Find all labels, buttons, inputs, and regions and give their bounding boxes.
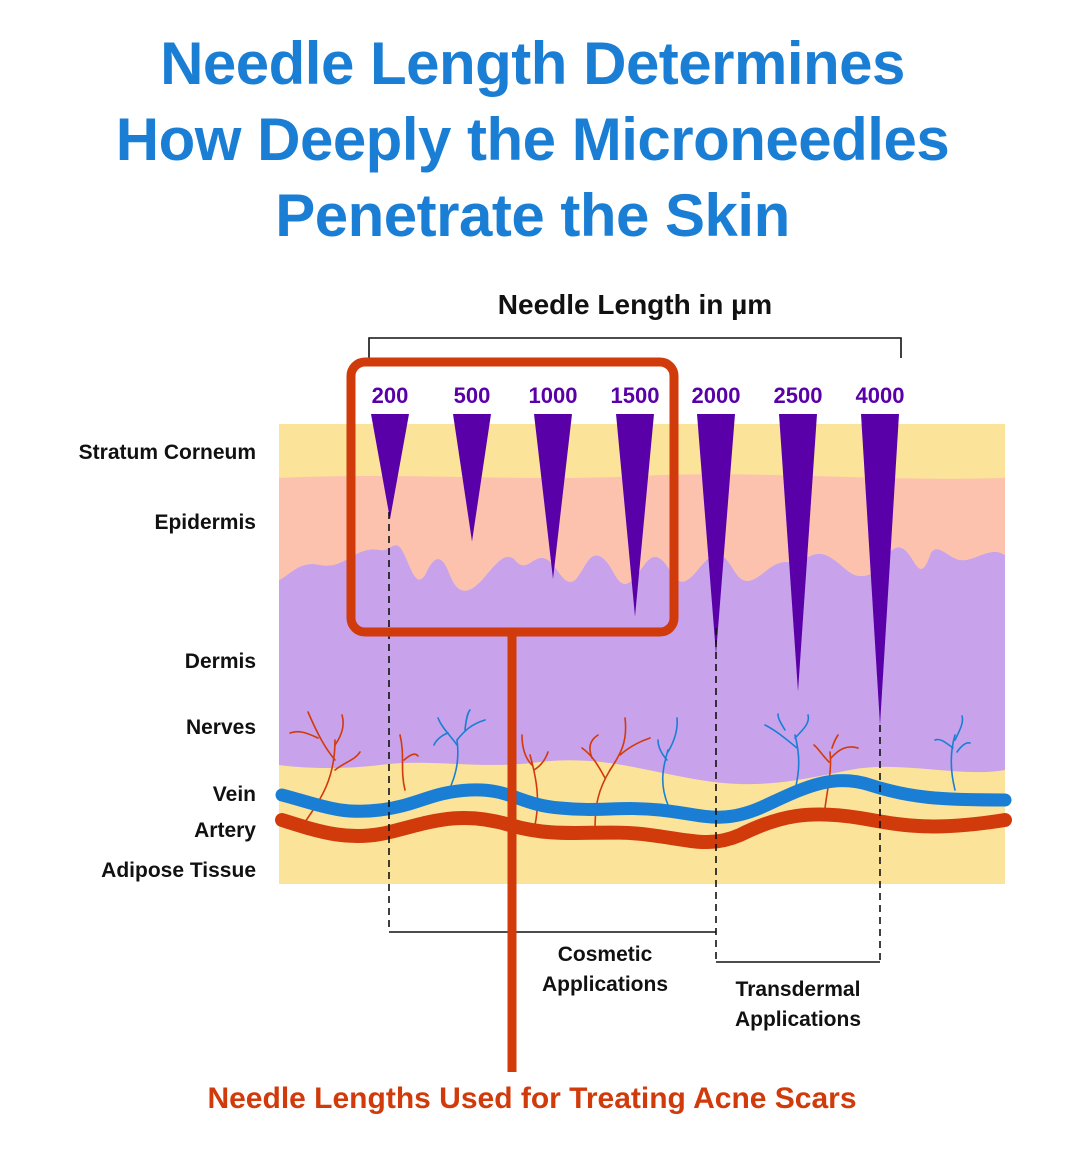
needle-1000 [534, 414, 572, 579]
label-dermis: Dermis [185, 650, 256, 673]
title-line-3: Penetrate the Skin [275, 182, 790, 249]
nerve-red-3 [521, 734, 549, 826]
transdermal-label: Transdermal Applications [735, 978, 861, 1031]
title-line-2: How Deeply the Microneedles [115, 106, 950, 173]
nerve-red-2 [399, 734, 419, 791]
label-artery: Artery [194, 819, 256, 842]
needle-500 [453, 414, 491, 542]
acne-scar-highlight-box [346, 357, 679, 637]
nerve-blue-1 [433, 709, 486, 799]
needle-4000 [861, 414, 899, 725]
artery-vessel [275, 807, 1012, 850]
nerve-red-4 [581, 717, 651, 831]
label-stratum-corneum: Stratum Corneum [79, 441, 256, 464]
needle-label-1500: 1500 [611, 383, 660, 408]
scale-bracket [368, 337, 902, 358]
cosmetic-label: Cosmetic Applications [542, 943, 668, 996]
needle-label-2500: 2500 [774, 383, 823, 408]
needle-label-4000: 4000 [856, 383, 905, 408]
vein-vessel [275, 774, 1012, 824]
dashed-guides [388, 512, 881, 962]
scale-label: Needle Length in µm [498, 289, 772, 320]
title-line-1: Needle Length Determines [160, 30, 905, 97]
label-adipose: Adipose Tissue [101, 859, 256, 882]
label-vein: Vein [213, 783, 256, 806]
layer-labels: Stratum Corneum Epidermis Dermis Nerves … [79, 441, 257, 882]
cosmetic-line-1: Cosmetic [558, 943, 653, 966]
needle-label-2000: 2000 [692, 383, 741, 408]
needle-labels: 200 500 1000 1500 2000 2500 4000 [372, 383, 905, 408]
needle-label-1000: 1000 [529, 383, 578, 408]
label-nerves: Nerves [186, 716, 256, 739]
needles [371, 414, 899, 725]
cosmetic-line-2: Applications [542, 973, 668, 996]
dermis-layer [279, 545, 1005, 785]
nerves [289, 709, 971, 831]
callout-text: Needle Lengths Used for Treating Acne Sc… [207, 1082, 856, 1115]
nerve-red-5 [813, 734, 859, 809]
needle-label-500: 500 [454, 383, 491, 408]
needle-2000 [697, 414, 735, 654]
needle-1500 [616, 414, 654, 617]
needle-200 [371, 414, 409, 519]
nerve-blue-4 [934, 715, 971, 791]
transdermal-line-1: Transdermal [736, 978, 861, 1001]
label-epidermis: Epidermis [154, 511, 256, 534]
nerve-blue-2 [657, 717, 678, 806]
needle-label-200: 200 [372, 383, 409, 408]
transdermal-line-2: Applications [735, 1008, 861, 1031]
needle-2500 [779, 414, 817, 692]
nerve-red-1 [289, 711, 361, 823]
page-title: Needle Length Determines How Deeply the … [0, 26, 1065, 254]
